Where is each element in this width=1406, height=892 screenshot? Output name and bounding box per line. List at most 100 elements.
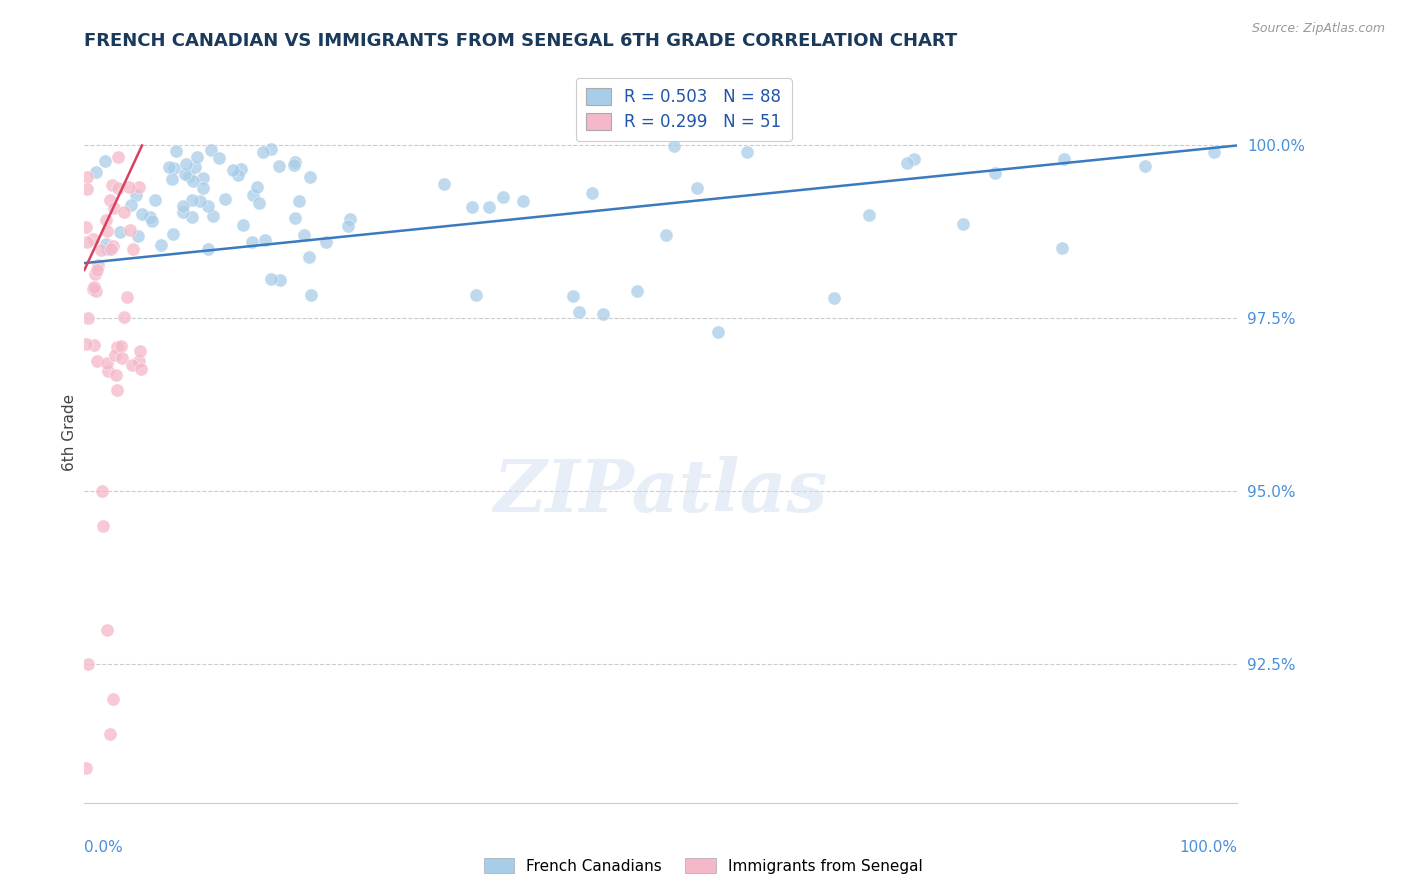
Point	[284, 155, 307, 169]
Point	[82, 282, 104, 296]
Point	[163, 161, 186, 176]
Point	[461, 200, 484, 214]
Point	[283, 211, 305, 225]
Point	[90, 484, 112, 499]
Point	[242, 187, 264, 202]
Point	[240, 235, 263, 249]
Point	[111, 351, 134, 365]
Point	[260, 142, 283, 156]
Legend: R = 0.503   N = 88, R = 0.299   N = 51: R = 0.503 N = 88, R = 0.299 N = 51	[576, 78, 792, 141]
Point	[105, 368, 128, 382]
Point	[86, 263, 108, 277]
Point	[247, 195, 270, 210]
Point	[568, 305, 591, 319]
Point	[76, 182, 98, 196]
Point	[184, 160, 207, 174]
Point	[626, 284, 648, 298]
Point	[823, 291, 845, 305]
Point	[94, 213, 117, 227]
Point	[84, 165, 107, 179]
Point	[149, 238, 172, 252]
Point	[165, 144, 187, 158]
Point	[186, 150, 208, 164]
Point	[299, 288, 322, 302]
Point	[562, 288, 585, 302]
Point	[226, 168, 249, 182]
Point	[105, 339, 128, 353]
Text: ZIPatlas: ZIPatlas	[494, 457, 828, 527]
Point	[707, 326, 730, 340]
Point	[222, 163, 245, 178]
Point	[896, 156, 918, 170]
Text: 100.0%: 100.0%	[1180, 840, 1237, 855]
Point	[197, 242, 219, 256]
Point	[686, 181, 709, 195]
Point	[183, 174, 205, 188]
Point	[76, 235, 98, 250]
Point	[104, 348, 127, 362]
Point	[77, 657, 100, 672]
Point	[214, 192, 236, 206]
Text: 0.0%: 0.0%	[84, 840, 124, 855]
Point	[112, 310, 135, 324]
Point	[592, 306, 614, 320]
Y-axis label: 6th Grade: 6th Grade	[62, 394, 77, 471]
Point	[1053, 153, 1076, 167]
Point	[87, 258, 110, 272]
Point	[1052, 241, 1074, 255]
Point	[96, 236, 118, 251]
Point	[267, 159, 290, 173]
Point	[229, 161, 252, 176]
Point	[118, 180, 141, 194]
Point	[100, 178, 122, 193]
Point	[174, 157, 197, 171]
Point	[208, 152, 231, 166]
Point	[1204, 145, 1226, 160]
Point	[478, 200, 501, 214]
Point	[177, 169, 200, 183]
Point	[491, 190, 513, 204]
Point	[84, 268, 107, 282]
Point	[131, 206, 153, 220]
Point	[174, 167, 197, 181]
Point	[172, 199, 194, 213]
Point	[984, 166, 1007, 180]
Point	[120, 198, 142, 212]
Point	[112, 205, 135, 219]
Point	[858, 208, 880, 222]
Point	[315, 235, 337, 250]
Point	[83, 338, 105, 352]
Point	[120, 223, 142, 237]
Point	[128, 354, 150, 368]
Point	[90, 243, 112, 257]
Point	[288, 194, 311, 209]
Point	[75, 336, 97, 351]
Point	[197, 199, 219, 213]
Point	[110, 339, 132, 353]
Point	[121, 358, 143, 372]
Point	[581, 186, 603, 200]
Point	[292, 228, 315, 243]
Point	[100, 242, 122, 256]
Point	[129, 344, 152, 359]
Point	[107, 383, 129, 397]
Point	[100, 726, 122, 740]
Point	[75, 761, 97, 775]
Point	[190, 194, 212, 209]
Point	[128, 179, 150, 194]
Point	[75, 220, 97, 235]
Point	[252, 145, 274, 159]
Point	[202, 209, 225, 223]
Point	[283, 158, 305, 172]
Point	[76, 169, 98, 184]
Point	[260, 272, 283, 286]
Point	[83, 280, 105, 294]
Point	[903, 153, 925, 167]
Point	[94, 154, 117, 169]
Point	[108, 225, 131, 239]
Point	[91, 519, 114, 533]
Point	[129, 362, 152, 376]
Point	[433, 177, 456, 191]
Point	[298, 251, 321, 265]
Point	[141, 213, 163, 227]
